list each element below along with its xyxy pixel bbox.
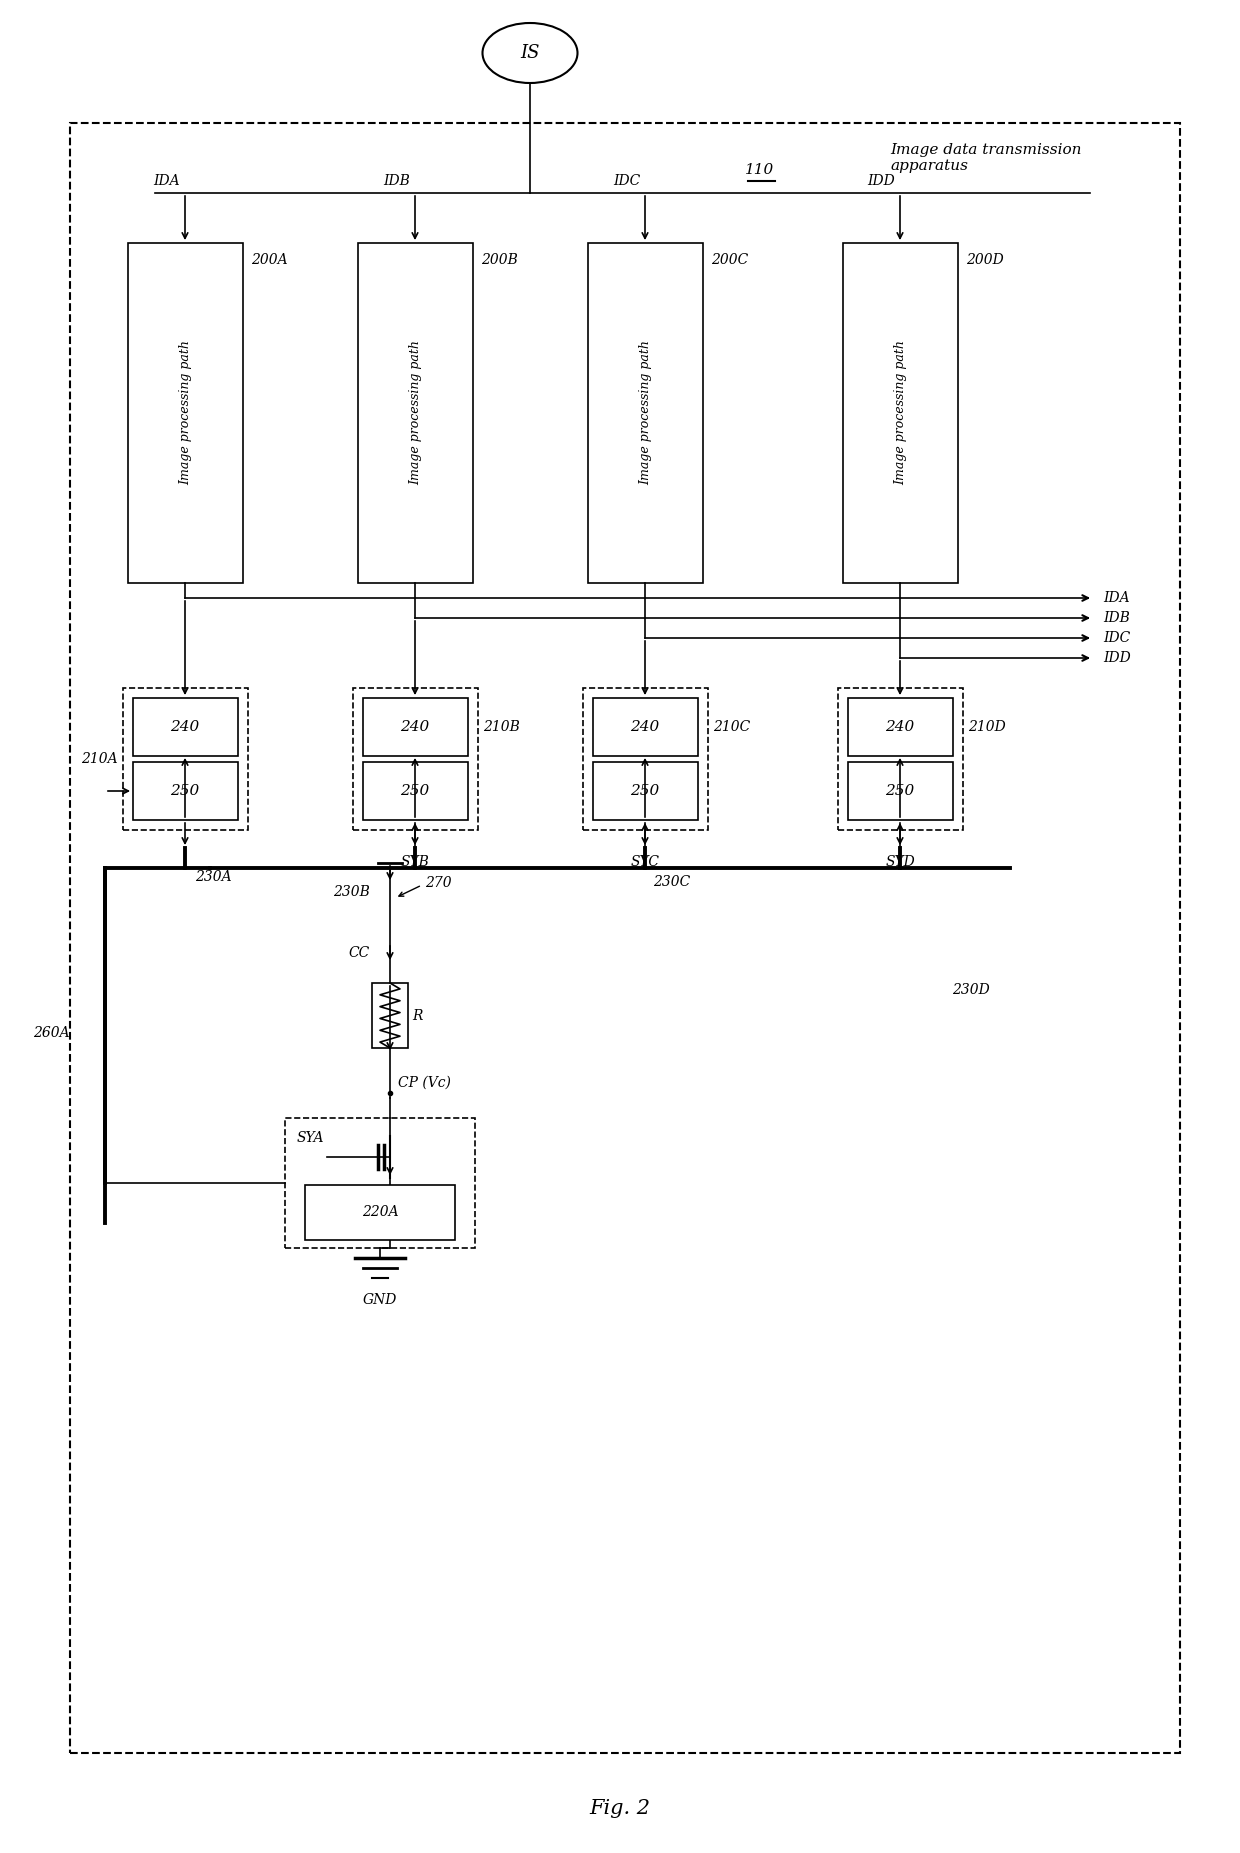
- Text: Image data transmission
apparatus: Image data transmission apparatus: [890, 143, 1081, 172]
- Text: IDB: IDB: [383, 174, 410, 187]
- Text: IDB: IDB: [1104, 611, 1130, 624]
- Text: CP (Vc): CP (Vc): [398, 1077, 451, 1090]
- Text: Image processing path: Image processing path: [179, 341, 192, 485]
- Text: CC: CC: [348, 947, 370, 960]
- Text: IDD: IDD: [867, 174, 895, 187]
- Text: 210D: 210D: [968, 721, 1006, 734]
- Text: IDA: IDA: [1104, 591, 1130, 604]
- Text: SYA: SYA: [298, 1130, 325, 1145]
- Text: 210B: 210B: [484, 721, 520, 734]
- Bar: [69, 122, 1180, 1753]
- Bar: [848, 762, 954, 821]
- Text: 250: 250: [401, 784, 429, 799]
- Text: SYB: SYB: [401, 854, 429, 869]
- Text: IS: IS: [521, 44, 539, 61]
- Text: Image processing path: Image processing path: [894, 341, 906, 485]
- Text: 210C: 210C: [713, 721, 750, 734]
- Text: 230B: 230B: [334, 886, 370, 899]
- Text: IDC: IDC: [1104, 632, 1130, 645]
- Text: 200B: 200B: [481, 254, 518, 267]
- Text: Image processing path: Image processing path: [639, 341, 652, 485]
- Text: 200D: 200D: [966, 254, 1003, 267]
- Bar: [843, 243, 959, 584]
- Text: Image processing path: Image processing path: [409, 341, 422, 485]
- Bar: [838, 687, 963, 830]
- Ellipse shape: [482, 22, 578, 83]
- Text: 240: 240: [401, 721, 429, 734]
- Bar: [358, 243, 472, 584]
- Text: 230A: 230A: [195, 871, 232, 884]
- Text: 230C: 230C: [653, 875, 691, 889]
- Text: 200C: 200C: [711, 254, 748, 267]
- Text: SYD: SYD: [885, 854, 915, 869]
- Text: R: R: [412, 1008, 423, 1023]
- Text: 230D: 230D: [952, 982, 990, 997]
- Bar: [363, 762, 467, 821]
- Bar: [123, 687, 248, 830]
- Bar: [593, 762, 698, 821]
- Text: 250: 250: [885, 784, 915, 799]
- Bar: [593, 699, 698, 756]
- Text: 220A: 220A: [362, 1204, 398, 1219]
- Text: 200A: 200A: [250, 254, 288, 267]
- Text: 240: 240: [885, 721, 915, 734]
- Bar: [353, 687, 477, 830]
- Bar: [583, 687, 708, 830]
- Text: 260A: 260A: [33, 1027, 69, 1040]
- Text: 210A: 210A: [82, 752, 118, 765]
- Bar: [133, 699, 238, 756]
- Bar: [128, 243, 243, 584]
- Bar: [285, 1117, 475, 1249]
- Text: 110: 110: [745, 163, 775, 178]
- Text: 250: 250: [630, 784, 660, 799]
- Text: IDC: IDC: [613, 174, 640, 187]
- Text: SYC: SYC: [630, 854, 660, 869]
- Bar: [305, 1186, 455, 1240]
- Text: IDA: IDA: [154, 174, 180, 187]
- Bar: [848, 699, 954, 756]
- Text: 240: 240: [630, 721, 660, 734]
- Bar: [133, 762, 238, 821]
- Text: IDD: IDD: [1104, 650, 1131, 665]
- Bar: [372, 982, 408, 1049]
- Bar: [588, 243, 703, 584]
- Text: 250: 250: [170, 784, 200, 799]
- Text: 240: 240: [170, 721, 200, 734]
- Text: 270: 270: [425, 876, 451, 889]
- Bar: [363, 699, 467, 756]
- Text: GND: GND: [363, 1293, 397, 1306]
- Text: Fig. 2: Fig. 2: [589, 1799, 651, 1818]
